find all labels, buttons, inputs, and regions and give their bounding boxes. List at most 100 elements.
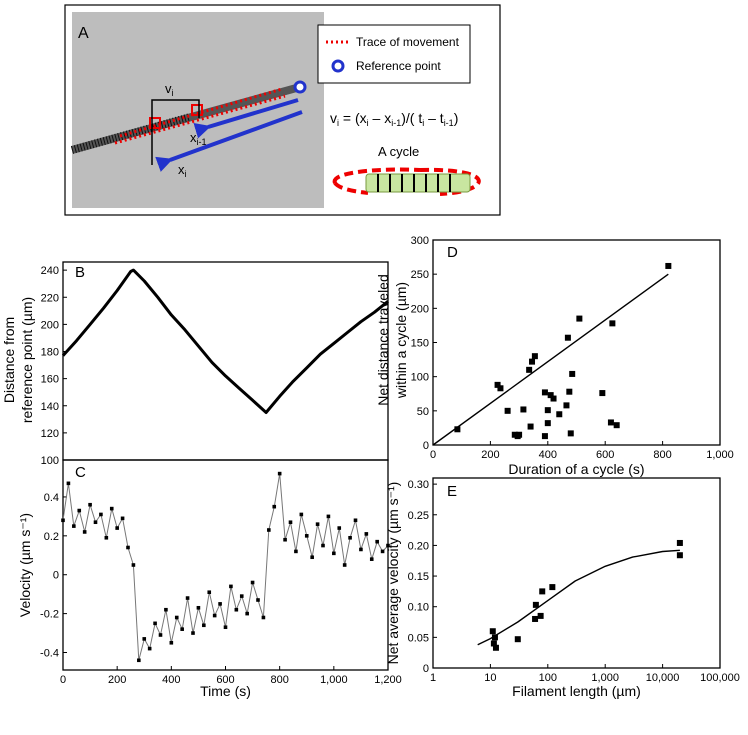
data-line (61, 268, 389, 414)
x-tick-label: 400 (162, 674, 180, 686)
point (539, 588, 546, 595)
eq-part: – x (369, 110, 392, 126)
point (245, 611, 249, 616)
point (239, 594, 244, 598)
x-axis-label: Time (s) (200, 683, 251, 699)
eq-part: ) (454, 110, 459, 126)
eq-part: – t (424, 110, 444, 126)
legend-box (317, 24, 471, 84)
v-label: vi (165, 81, 174, 98)
point (174, 615, 179, 620)
point (115, 526, 119, 530)
panel-label: D (447, 244, 458, 261)
point (454, 426, 461, 433)
y-axis-label: Distance from (1, 317, 17, 403)
x-axis-label: Filament length (µm) (512, 683, 641, 699)
x-tick-label: 1,000 (320, 674, 348, 686)
point (332, 551, 336, 556)
subscript: i (172, 88, 174, 98)
point (180, 627, 184, 631)
point (569, 370, 576, 377)
point (109, 506, 114, 511)
y-tick-label: -0.2 (40, 609, 59, 621)
x-tick-label: 200 (481, 449, 499, 461)
point (72, 524, 76, 528)
y-axis-label: reference point (µm) (19, 297, 35, 423)
point (492, 644, 499, 651)
point (514, 636, 521, 643)
point (547, 392, 554, 399)
point (337, 526, 342, 530)
point (147, 646, 152, 651)
y-axis-label: Velocity (µm s⁻¹) (17, 513, 33, 617)
x-tick-label: 400 (539, 449, 557, 461)
x-axis-label: Duration of a cycle (s) (508, 461, 644, 477)
trace (119, 87, 283, 138)
x-tick-label: 100 (539, 672, 557, 684)
point (153, 621, 157, 626)
point (576, 315, 583, 322)
point (342, 563, 347, 567)
x-tick-label: 800 (270, 674, 288, 686)
point (250, 580, 255, 585)
point (607, 419, 614, 426)
point (142, 637, 147, 641)
y-tick-label: 120 (41, 428, 59, 440)
point (526, 366, 533, 373)
point (310, 555, 314, 560)
y-tick-label: 100 (411, 372, 429, 384)
equation: vi = (xi – xi-1)/( ti – ti-1) (330, 110, 458, 128)
bracket (151, 99, 200, 165)
y-tick-label: 0.15 (408, 571, 429, 583)
reference-point (293, 80, 307, 94)
point (494, 381, 501, 388)
plot-frame (62, 261, 389, 461)
point (490, 640, 497, 647)
x-prev-label: xi-1 (190, 130, 207, 147)
label-part: v (165, 81, 172, 96)
point (532, 601, 539, 608)
trace (114, 94, 286, 145)
filament-stripes (70, 113, 192, 154)
point (315, 522, 320, 526)
point (202, 623, 206, 628)
point (277, 471, 282, 476)
panel-label: A (78, 25, 89, 42)
point (541, 389, 548, 396)
subscript: i-1 (197, 137, 207, 147)
point (218, 602, 222, 606)
x-tick-label: 600 (596, 449, 614, 461)
x-tick-label: 600 (216, 674, 234, 686)
label-part: x (178, 162, 185, 177)
y-tick-label: 0.30 (408, 479, 429, 491)
x-tick-label: 100,000 (700, 672, 740, 684)
y-axis-label: Net distance traveled (375, 274, 391, 406)
point (299, 512, 304, 517)
point (158, 633, 163, 637)
subscript: i (185, 169, 187, 179)
y-tick-label: 300 (411, 235, 429, 247)
point (256, 598, 260, 602)
point (288, 520, 293, 525)
x-tick-label: 1,200 (374, 674, 402, 686)
y-tick-label: 0.05 (408, 632, 429, 644)
y-tick-label: 240 (41, 265, 59, 277)
point (544, 420, 551, 427)
point (564, 334, 571, 341)
point (516, 431, 523, 438)
point (529, 358, 536, 365)
y-tick-label: 0.25 (408, 510, 429, 522)
fit-line (477, 549, 680, 646)
panel-label: B (75, 264, 85, 281)
point (556, 411, 563, 418)
point (676, 539, 683, 546)
y-tick-label: 0.10 (408, 602, 429, 614)
point (364, 532, 369, 536)
point (234, 607, 239, 612)
point (126, 545, 130, 550)
fit-line (432, 273, 669, 446)
x-tick-label: 0 (60, 674, 66, 686)
y-axis-label: within a cycle (µm) (393, 282, 409, 399)
y-tick-label: 0.2 (44, 531, 59, 543)
y-tick-label: 200 (411, 303, 429, 315)
